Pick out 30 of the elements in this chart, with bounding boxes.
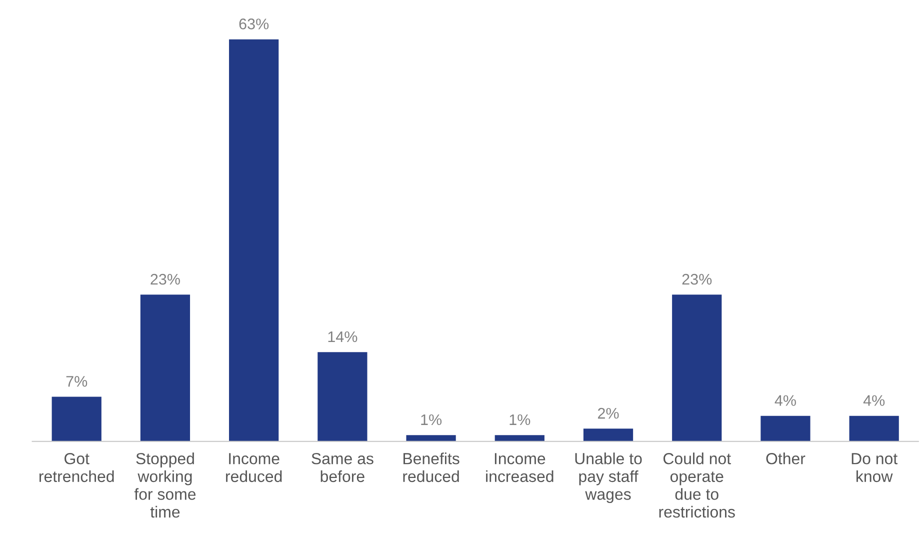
data-label: 4% bbox=[863, 395, 885, 406]
data-label: 1% bbox=[510, 414, 530, 426]
data-label: 1% bbox=[421, 414, 442, 426]
x-tick-label: Same as before bbox=[312, 452, 374, 482]
x-tick-label: Do not know bbox=[852, 453, 898, 482]
x-tick-label: Got retrenched bbox=[39, 452, 114, 482]
data-label: 7% bbox=[66, 376, 88, 387]
bar bbox=[52, 396, 102, 442]
bar bbox=[760, 416, 810, 442]
data-label: 2% bbox=[598, 408, 619, 419]
data-label: 23% bbox=[150, 274, 180, 285]
bar bbox=[140, 294, 190, 442]
x-tick-label: Benefits reduced bbox=[403, 452, 460, 482]
x-tick-label: Stopped working for some time bbox=[134, 452, 196, 518]
data-label: 63% bbox=[239, 18, 269, 30]
data-label: 14% bbox=[328, 331, 358, 342]
bar bbox=[494, 435, 544, 442]
bar bbox=[583, 428, 634, 442]
data-label: 23% bbox=[682, 274, 712, 285]
x-tick-label: Income increased bbox=[486, 453, 554, 482]
bar bbox=[229, 39, 279, 442]
x-tick-label: Could not operate due to restrictions bbox=[659, 452, 735, 518]
x-tick-label: Income reduced bbox=[226, 453, 282, 482]
data-label: 4% bbox=[774, 395, 796, 406]
bar bbox=[318, 352, 368, 442]
x-tick-label: Other bbox=[766, 452, 806, 464]
bar bbox=[406, 435, 456, 442]
bar bbox=[672, 294, 722, 442]
bar bbox=[849, 416, 899, 442]
x-tick-label: Unable to pay staff wages bbox=[575, 452, 642, 504]
